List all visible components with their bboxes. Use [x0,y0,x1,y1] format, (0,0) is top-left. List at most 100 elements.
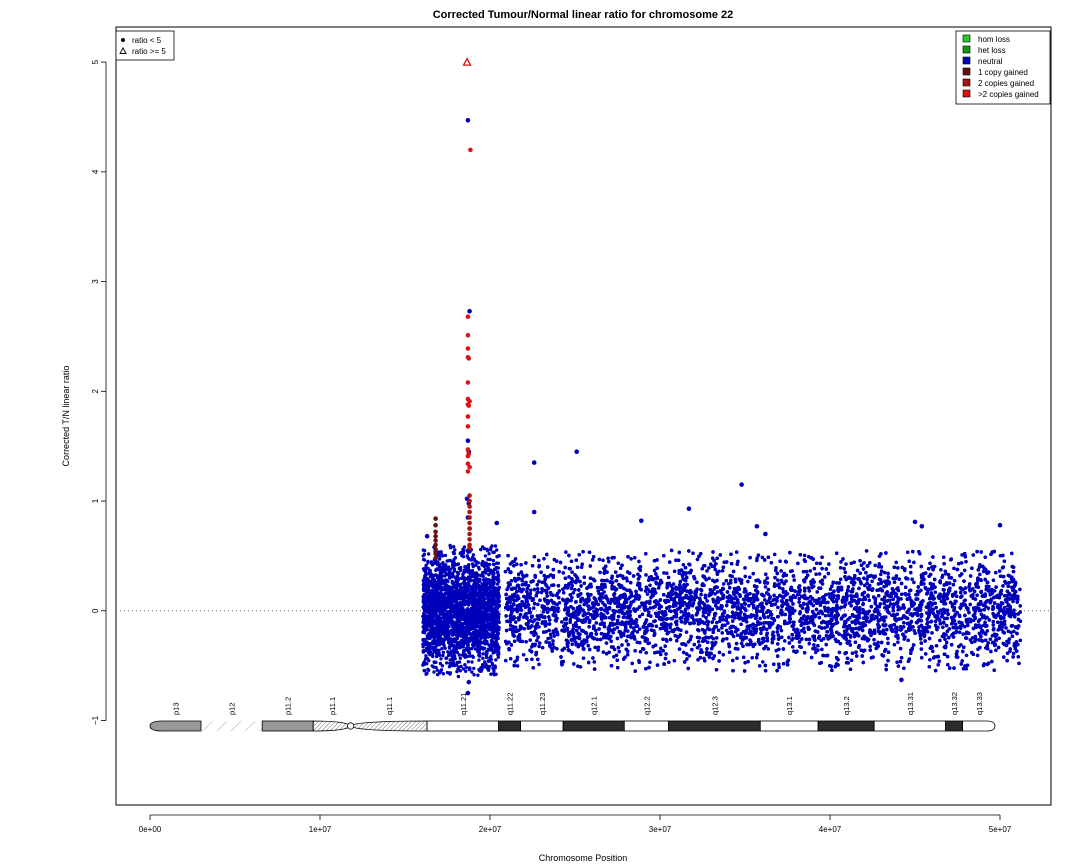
ideogram-band [945,720,963,732]
ideogram-band-label: q13.31 [906,692,915,715]
data-point [467,526,472,531]
x-tick-label: 5e+07 [989,825,1012,834]
legend-color-swatch [962,78,971,87]
legend-color-swatch [962,89,971,98]
x-tick-label: 3e+07 [649,825,672,834]
data-point [433,551,438,556]
shape-legend-label: ratio >= 5 [132,47,166,56]
ideogram-band [498,720,522,732]
ideogram-band-label: p11.2 [284,697,293,715]
data-point [433,547,438,552]
data-point [739,482,744,487]
ideogram-band [623,720,669,732]
data-point [466,403,472,408]
ideogram-band [149,720,202,732]
y-axis-label: Corrected T/N linear ratio [61,366,71,467]
x-axis: 0e+00 1e+07 2e+07 3e+07 4e+07 5e+07 [139,814,1012,834]
data-points [424,57,1003,696]
data-point [467,504,472,509]
ideogram-band [562,720,625,732]
x-tick-label: 2e+07 [479,825,502,834]
data-point [433,529,438,535]
data-point [465,469,471,474]
plot-frame [115,26,1052,806]
data-point [531,460,537,465]
ideogram-band [201,720,263,731]
y-tick-label: 5 [91,59,100,64]
ideogram-band [350,720,428,732]
data-point [424,533,430,539]
color-legend-label: neutral [978,57,1003,66]
data-point [919,524,925,529]
color-legend: hom loss het loss neutral 1 copy gained 2 co… [955,30,1051,105]
y-tick-label: 3 [91,279,100,284]
ideogram-band [312,720,352,732]
ideogram-band-label: q12.2 [642,696,651,715]
cloud-segment-1 [503,548,1023,673]
ideogram-band [817,720,875,732]
ideogram-band-label: q11.23 [538,693,547,715]
series-2 [467,493,472,551]
data-point [468,147,473,153]
ideogram-band [668,720,761,732]
color-legend-label: het loss [978,46,1006,55]
data-point [467,537,472,542]
data-point [465,314,471,320]
series-3 [462,57,473,474]
x-tick-label: 0e+00 [139,825,162,834]
ideogram-band [520,720,564,732]
data-point [465,380,471,385]
data-point [465,118,471,123]
data-point [467,493,472,498]
ideogram-band [759,720,819,732]
chart-title: Corrected Tumour/Normal linear ratio for… [433,9,734,21]
ideogram-band-label: q12.1 [590,696,599,715]
ideogram-band-label: q13.32 [950,692,959,715]
data-point-triangle [462,57,472,66]
chromosome-ideogram: p13 p12 p11.2 p11.1 q11.1 q11.21 q11.22 q11.23 q… [149,692,996,732]
legend-color-swatch [962,56,971,65]
data-point [433,516,438,521]
ideogram-band-label: q11.1 [385,697,394,715]
ideogram-band-label: q13.33 [975,692,984,715]
color-legend-label: 2 copies gained [978,79,1034,88]
x-axis-label: Chromosome Position [539,853,628,863]
data-cloud [421,543,1023,679]
data-point [467,498,472,504]
color-legend-label: hom loss [978,35,1010,44]
ideogram-band [873,720,947,732]
data-point [763,531,768,537]
data-point [574,449,579,455]
data-point [465,438,471,444]
y-tick-label: 0 [91,608,100,613]
color-legend-label: >2 copies gained [978,90,1039,99]
data-point [465,414,471,419]
ideogram-band-label: q12.3 [710,696,719,715]
data-point [465,346,471,351]
data-point [465,453,471,459]
ideogram-band-label: q11.22 [506,693,515,715]
y-tick-label: 4 [91,169,100,174]
ideogram-band-label: p13 [172,702,181,715]
data-point [465,424,471,429]
data-point [912,519,918,525]
y-tick-label: −1 [91,715,100,725]
data-point [467,464,472,470]
data-point [465,447,471,452]
data-point [467,542,472,548]
data-point [465,333,471,338]
legend-triangle-symbol [119,47,127,54]
data-point [433,533,438,539]
data-point [433,555,438,561]
data-point [433,538,438,543]
legend-color-swatch [962,34,971,43]
ideogram-band [261,720,314,732]
shape-legend-box [115,30,175,61]
data-point [494,520,500,526]
ideogram-band [426,720,499,732]
legend-circle-symbol [121,38,125,42]
cloud-segment-0 [421,543,501,679]
legend-color-swatch [962,45,971,54]
ideogram-band-label: q11.21 [459,693,468,715]
data-point [531,509,537,515]
